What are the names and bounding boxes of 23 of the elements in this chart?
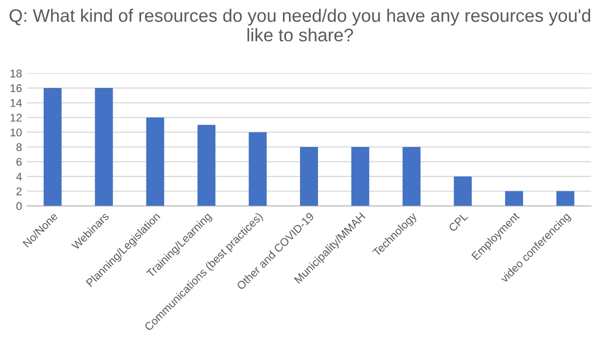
chart-title: Q: What kind of resources do you need/do you have any resources you'd like to share?: [10, 8, 590, 42]
bar: [454, 176, 472, 206]
y-tick-label: 10: [10, 128, 22, 136]
bar: [197, 124, 216, 206]
y-tick-label: 14: [10, 99, 22, 107]
bar: [300, 146, 318, 206]
bar: [44, 88, 62, 206]
y-tick-label: 4: [16, 172, 22, 180]
y-tick-label: 18: [10, 70, 22, 78]
bar: [556, 191, 574, 206]
y-tick-label: 2: [16, 187, 22, 196]
y-tick-label: 6: [16, 158, 22, 166]
bar: [351, 146, 370, 206]
bar: [402, 146, 421, 206]
y-tick-label: 8: [16, 143, 22, 152]
bar: [94, 88, 113, 206]
y-tick-label: 0: [16, 202, 22, 210]
y-tick-label: 12: [10, 114, 22, 122]
bar: [505, 191, 524, 206]
bar: [248, 132, 267, 206]
y-tick-label: 16: [10, 84, 22, 92]
x-tick-label: CPL: [448, 212, 468, 232]
bar: [146, 117, 164, 206]
